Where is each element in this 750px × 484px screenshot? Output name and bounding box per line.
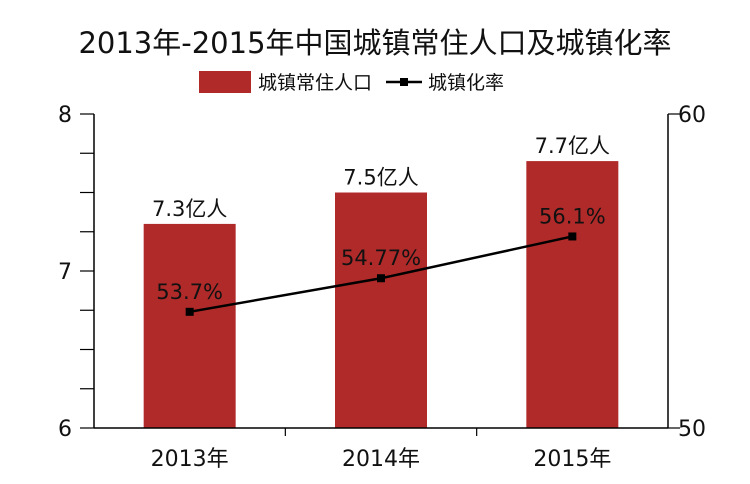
chart-title: 2013年-2015年中国城镇常住人口及城镇化率	[78, 26, 671, 60]
x-tick-label: 2015年	[533, 447, 611, 472]
bar-label: 7.7亿人	[535, 134, 610, 158]
bar-2015年	[526, 161, 619, 428]
rate-point	[568, 232, 577, 241]
legend-swatch-population	[199, 71, 251, 93]
y-left-tick-label: 8	[58, 103, 72, 128]
bar-label: 7.3亿人	[152, 197, 227, 221]
y-right-tick-label: 60	[678, 103, 706, 128]
rate-label: 53.7%	[156, 280, 223, 304]
plot-area: 7.3亿人 7.5亿人 7.7亿人 6 7 8 50 60 2013年 2014年 2015年 53.…	[58, 103, 706, 472]
bar-2013年	[143, 223, 236, 428]
x-tick-label: 2013年	[151, 447, 229, 472]
legend: 城镇常住人口 城镇化率	[199, 71, 504, 94]
rate-point	[185, 307, 194, 316]
y-left-tick-label: 6	[58, 417, 72, 442]
rate-point	[377, 274, 385, 283]
bar-2014年	[335, 192, 427, 428]
bar-label: 7.5亿人	[343, 166, 418, 190]
legend-label-rate: 城镇化率	[428, 72, 504, 94]
y-right-tick-label: 50	[678, 417, 706, 442]
rate-label: 56.1%	[539, 204, 606, 228]
rate-label: 54.77%	[341, 246, 421, 270]
x-tick-label: 2014年	[342, 447, 420, 472]
legend-label-population: 城镇常住人口	[258, 72, 372, 94]
y-left-tick-label: 7	[58, 260, 72, 285]
legend-marker-rate	[400, 78, 408, 86]
